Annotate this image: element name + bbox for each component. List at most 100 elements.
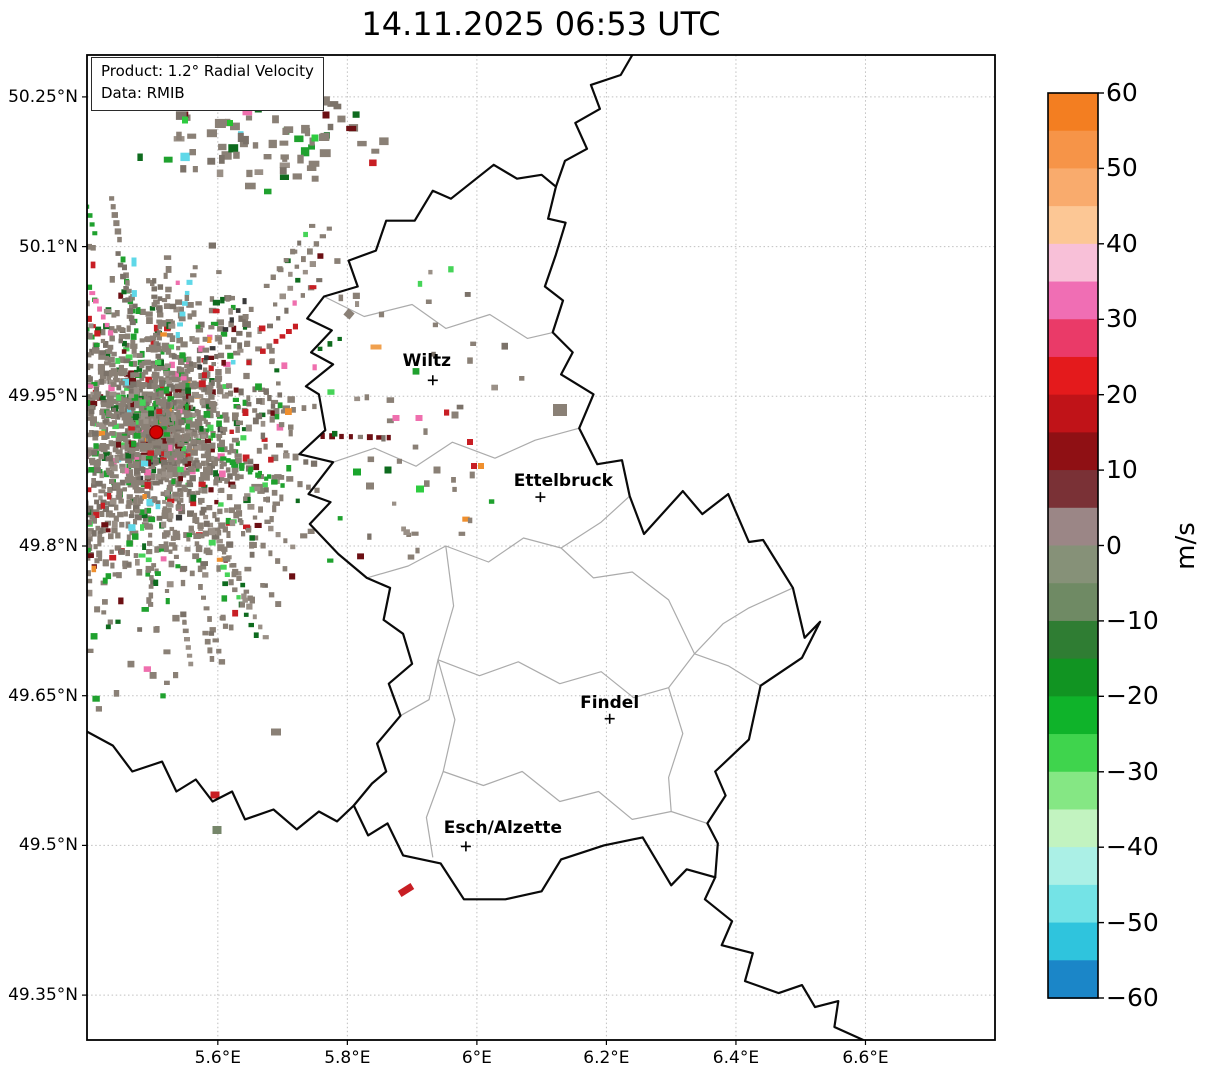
radar-echo-cell bbox=[294, 135, 304, 143]
radar-echo-cell bbox=[108, 513, 116, 518]
colorbar-band bbox=[1048, 281, 1098, 321]
radar-echo-cell bbox=[279, 140, 289, 146]
radar-echo-notable bbox=[212, 826, 222, 834]
radar-echo-cell bbox=[121, 349, 127, 354]
radar-echo-cell bbox=[150, 346, 158, 353]
radar-echo-cell bbox=[279, 494, 284, 502]
radar-echo-cell bbox=[224, 572, 230, 577]
radar-echo-cell bbox=[101, 610, 107, 615]
radar-echo-cell bbox=[260, 432, 266, 440]
radar-echo-cell bbox=[258, 506, 263, 513]
radar-echo-cell bbox=[184, 368, 191, 374]
radar-echo-cell bbox=[24, 287, 30, 293]
radar-echo-cell bbox=[177, 367, 185, 374]
radar-echo-cell bbox=[145, 397, 151, 405]
radar-echo-cell bbox=[182, 396, 189, 403]
radar-echo-cell bbox=[188, 412, 193, 418]
colorbar-band bbox=[1048, 243, 1098, 283]
radar-echo-cell bbox=[72, 520, 76, 524]
radar-echo-cell bbox=[219, 474, 224, 481]
radar-echo-cell bbox=[431, 351, 436, 357]
radar-echo-cell bbox=[47, 435, 54, 442]
district-border bbox=[437, 653, 761, 699]
radar-echo-cell bbox=[300, 293, 305, 298]
radar-echo-cell bbox=[352, 292, 360, 299]
radar-echo-cell bbox=[58, 429, 65, 434]
radar-echo-cell bbox=[111, 440, 120, 447]
radar-echo-cell bbox=[115, 414, 121, 420]
radar-echo-cell bbox=[125, 280, 130, 286]
radar-echo-cell bbox=[215, 369, 222, 376]
radar-echo-cell bbox=[121, 368, 128, 375]
radar-echo-cell bbox=[355, 301, 360, 307]
radar-echo-cell bbox=[170, 384, 178, 392]
radar-echo-cell bbox=[292, 453, 299, 461]
radar-echo-cell bbox=[149, 414, 156, 419]
radar-echo-cell bbox=[297, 481, 303, 488]
radar-echo-cell bbox=[151, 440, 158, 446]
radar-echo-cell bbox=[209, 627, 216, 633]
radar-echo-cell bbox=[171, 399, 177, 406]
radar-echo-cell bbox=[88, 430, 94, 435]
radar-echo-cell bbox=[161, 466, 167, 472]
radar-echo-cell bbox=[172, 531, 180, 537]
radar-echo-cell bbox=[123, 358, 131, 364]
radar-echo-cell bbox=[276, 381, 281, 386]
radar-echo-cell bbox=[93, 443, 99, 449]
radar-echo-cell bbox=[302, 269, 308, 275]
radar-echo-cell bbox=[186, 302, 194, 308]
radar-echo-cell bbox=[217, 544, 225, 552]
radar-echo-cell bbox=[44, 310, 50, 315]
radar-echo-cell bbox=[36, 485, 41, 491]
radar-echo-cell bbox=[100, 499, 107, 506]
radar-echo-cell bbox=[386, 434, 391, 441]
radar-echo-cell bbox=[161, 509, 169, 516]
radar-echo-cell bbox=[106, 470, 113, 475]
radar-echo-cell bbox=[278, 475, 285, 480]
radar-echo-cell bbox=[139, 509, 146, 515]
radar-echo-cell bbox=[138, 419, 145, 427]
radar-echo-cell bbox=[163, 255, 172, 260]
radar-echo-cell bbox=[303, 231, 308, 238]
radar-echo-cell bbox=[411, 531, 419, 536]
radar-echo-cell bbox=[263, 283, 270, 288]
radar-echo-cell bbox=[129, 447, 134, 454]
radar-echo-cell bbox=[80, 531, 86, 535]
district-border bbox=[400, 659, 439, 717]
radar-echo-cell bbox=[66, 620, 71, 624]
city-label: Ettelbruck bbox=[513, 471, 613, 492]
radar-echo-cell bbox=[115, 357, 121, 364]
radar-echo-cell bbox=[292, 173, 302, 180]
radar-echo-cell bbox=[141, 409, 147, 415]
colorbar-band bbox=[1048, 620, 1098, 660]
radar-echo-cell bbox=[154, 571, 161, 576]
radar-echo-cell bbox=[87, 449, 92, 457]
radar-echo-cell bbox=[118, 338, 123, 344]
radar-echo-cell bbox=[187, 488, 192, 496]
radar-echo-cell bbox=[188, 404, 194, 410]
radar-echo-cell bbox=[29, 330, 35, 335]
radar-echo-cell bbox=[75, 581, 81, 586]
radar-echo-cell bbox=[252, 515, 258, 520]
radar-echo-cell bbox=[184, 404, 189, 411]
radar-echo-cell bbox=[273, 408, 280, 415]
radar-echo-cell bbox=[19, 523, 25, 529]
radar-echo-cell bbox=[221, 151, 232, 160]
radar-echo-cell bbox=[160, 491, 165, 496]
radar-echo-cell bbox=[23, 325, 29, 331]
radar-echo-cell bbox=[49, 484, 55, 490]
radar-echo-cell bbox=[125, 458, 133, 464]
radar-echo-cell bbox=[36, 363, 41, 369]
radar-echo-cell bbox=[277, 402, 283, 409]
radar-echo-cell bbox=[97, 541, 102, 547]
radar-echo-cell bbox=[401, 526, 406, 532]
radar-echo-cell bbox=[164, 680, 170, 685]
radar-echo-cell bbox=[241, 427, 248, 432]
colorbar-band bbox=[1048, 206, 1098, 245]
radar-echo-cell bbox=[45, 603, 50, 608]
radar-echo-cell bbox=[177, 441, 185, 447]
radar-echo-cell bbox=[77, 590, 83, 596]
radar-echo-cell bbox=[147, 450, 154, 456]
radar-echo-cell bbox=[128, 524, 136, 531]
